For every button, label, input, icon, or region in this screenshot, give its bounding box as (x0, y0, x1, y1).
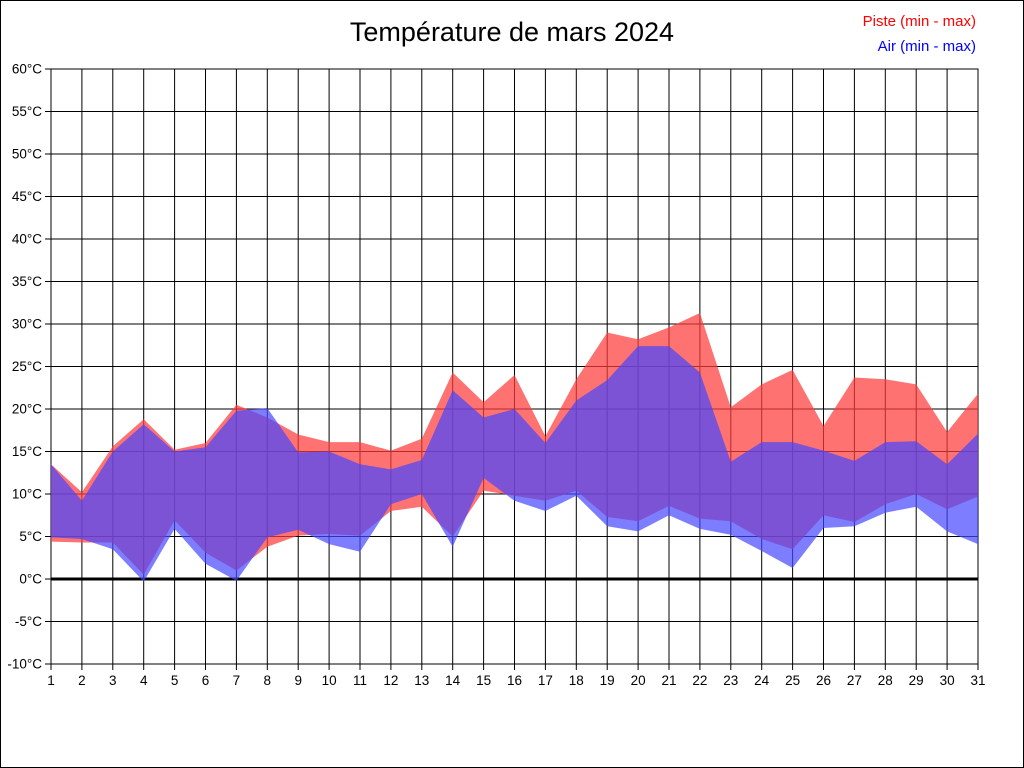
y-tick-label: 25°C (12, 359, 42, 374)
x-tick-label: 5 (171, 673, 179, 688)
x-tick-label: 9 (294, 673, 302, 688)
x-tick-label: 3 (109, 673, 117, 688)
y-axis-labels: 60°C 55°C 50°C 45°C 40°C 35°C 30°C 25°C 20°C 15°C… (7, 62, 42, 672)
y-tick-label: 0°C (19, 572, 42, 587)
x-tick-label: 21 (661, 673, 676, 688)
chart-title: Température de mars 2024 (349, 17, 675, 47)
x-tick-label: 12 (383, 673, 398, 688)
x-tick-label: 8 (264, 673, 272, 688)
x-tick-label: 22 (692, 673, 707, 688)
x-tick-label: 7 (233, 673, 241, 688)
x-tick-label: 29 (909, 673, 924, 688)
x-tick-label: 11 (353, 673, 367, 688)
x-tick-label: 16 (507, 673, 522, 688)
x-tick-label: 30 (940, 673, 955, 688)
y-tick-label: 5°C (19, 529, 42, 544)
x-tick-label: 27 (847, 673, 862, 688)
grid (50, 68, 979, 665)
x-tick-label: 31 (970, 673, 985, 688)
x-tick-label: 1 (47, 673, 55, 688)
x-tick-label: 20 (631, 673, 646, 688)
y-tick-label: 15°C (12, 444, 42, 459)
x-tick-label: 17 (538, 673, 553, 688)
legend-piste: Piste (min - max) (862, 13, 976, 30)
x-tick-label: 2 (78, 673, 86, 688)
x-tick-label: 24 (754, 673, 770, 688)
x-tick-label: 18 (569, 673, 584, 688)
plot-frame (50, 68, 979, 665)
x-tick-label: 13 (414, 673, 429, 688)
x-tick-label: 4 (140, 673, 148, 688)
y-tick-label: 10°C (12, 487, 42, 502)
x-tick-label: 25 (785, 673, 800, 688)
y-tick-label: 60°C (12, 62, 42, 77)
y-tick-label: -5°C (15, 614, 42, 629)
x-tick-label: 26 (816, 673, 831, 688)
x-tick-label: 14 (445, 673, 461, 688)
y-tick-label: 50°C (12, 147, 42, 162)
legend-air: Air (min - max) (877, 38, 976, 55)
x-axis-labels: 1 2 3 4 5 6 7 8 9 10 11 12 13 14 15 16 17 18 19 20 21 22 23 24 2… (47, 673, 985, 688)
legend: Piste (min - max) Air (min - max) (863, 9, 976, 59)
x-tick-label: 23 (723, 673, 738, 688)
x-tick-label: 10 (322, 673, 337, 688)
y-tick-label: 30°C (12, 317, 42, 332)
y-tick-label: 20°C (12, 402, 42, 417)
x-tick-label: 15 (476, 673, 491, 688)
x-tick-label: 6 (202, 673, 210, 688)
axis-ticks (45, 68, 979, 670)
y-tick-label: 55°C (12, 104, 42, 119)
x-tick-label: 19 (600, 673, 615, 688)
air-band (51, 346, 978, 582)
y-tick-label: 45°C (12, 189, 42, 204)
y-tick-label: -10°C (7, 657, 42, 672)
x-tick-label: 28 (878, 673, 893, 688)
y-tick-label: 40°C (12, 232, 42, 247)
y-tick-label: 35°C (12, 274, 42, 289)
